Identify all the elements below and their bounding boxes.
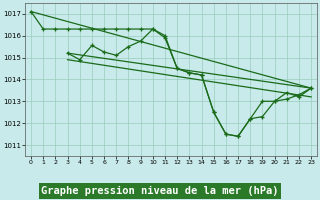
Text: Graphe pression niveau de la mer (hPa): Graphe pression niveau de la mer (hPa): [41, 186, 279, 196]
